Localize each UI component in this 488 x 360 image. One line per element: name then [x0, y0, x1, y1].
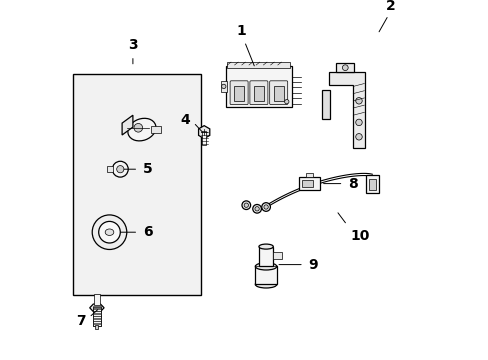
Circle shape	[99, 221, 120, 243]
Circle shape	[117, 166, 123, 173]
Circle shape	[342, 65, 347, 71]
Circle shape	[264, 205, 268, 209]
Text: 7: 7	[76, 314, 85, 328]
Bar	[73, 74, 201, 295]
Bar	[221, 81, 226, 92]
Text: 1: 1	[236, 24, 245, 38]
Bar	[92, 321, 101, 323]
Bar	[368, 179, 375, 190]
Bar	[225, 66, 292, 107]
Circle shape	[261, 203, 270, 211]
Text: 9: 9	[308, 258, 318, 271]
Bar	[365, 175, 378, 193]
Bar	[227, 62, 290, 68]
Polygon shape	[122, 115, 133, 135]
Bar	[273, 86, 283, 100]
Bar	[234, 86, 244, 100]
Ellipse shape	[127, 118, 156, 141]
Bar	[92, 309, 101, 311]
Circle shape	[252, 204, 261, 213]
Ellipse shape	[255, 263, 276, 270]
Bar	[255, 266, 276, 284]
Polygon shape	[198, 126, 209, 139]
Circle shape	[244, 203, 248, 207]
Ellipse shape	[258, 244, 273, 249]
Bar	[305, 173, 312, 177]
Circle shape	[355, 98, 362, 104]
Bar	[298, 177, 320, 190]
Bar	[92, 314, 101, 316]
Bar	[302, 180, 312, 187]
Bar	[95, 325, 98, 329]
Circle shape	[92, 215, 126, 249]
Bar	[253, 86, 264, 100]
Bar	[92, 311, 101, 313]
Circle shape	[134, 123, 142, 132]
Ellipse shape	[255, 281, 276, 288]
Bar	[321, 90, 329, 119]
Bar	[92, 324, 101, 326]
Circle shape	[284, 99, 288, 104]
FancyBboxPatch shape	[249, 81, 267, 104]
Bar	[273, 252, 282, 259]
Text: 3: 3	[128, 38, 138, 52]
Circle shape	[355, 134, 362, 140]
Bar	[106, 166, 113, 172]
Circle shape	[355, 119, 362, 126]
Polygon shape	[328, 72, 365, 148]
Bar	[94, 294, 100, 305]
Text: 10: 10	[350, 229, 369, 243]
Ellipse shape	[105, 229, 114, 235]
Circle shape	[242, 201, 250, 210]
Bar	[258, 247, 273, 266]
Bar	[92, 316, 101, 318]
Circle shape	[221, 84, 225, 89]
Bar	[92, 306, 101, 308]
Text: 5: 5	[142, 162, 152, 176]
Text: 4: 4	[180, 113, 189, 126]
Bar	[151, 126, 161, 133]
Bar	[92, 307, 101, 326]
Text: 8: 8	[347, 177, 357, 190]
Circle shape	[254, 207, 259, 211]
FancyBboxPatch shape	[230, 81, 247, 104]
Bar	[202, 131, 206, 145]
Bar	[92, 319, 101, 321]
Text: 6: 6	[142, 225, 152, 239]
Polygon shape	[89, 304, 104, 311]
Text: 2: 2	[385, 0, 394, 13]
FancyBboxPatch shape	[269, 81, 287, 104]
Bar	[336, 63, 354, 72]
Circle shape	[112, 161, 128, 177]
